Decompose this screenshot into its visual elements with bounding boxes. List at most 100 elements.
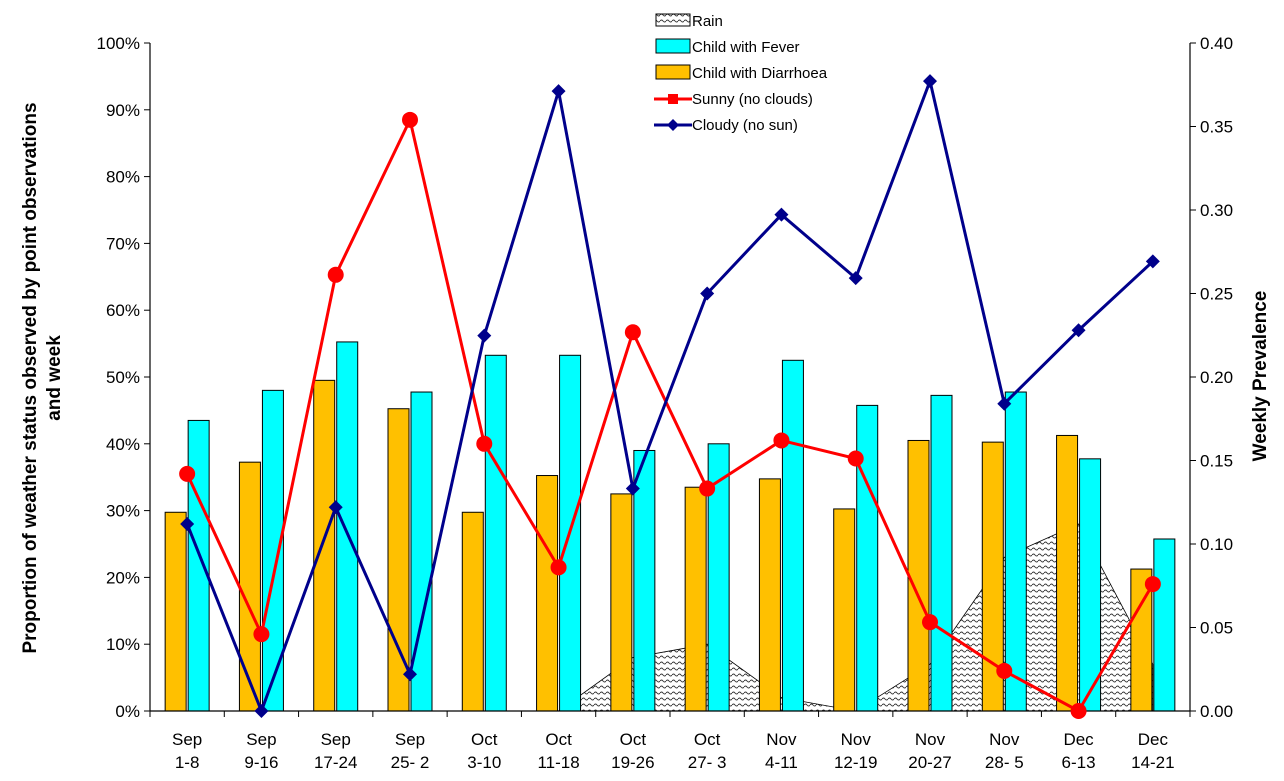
x-tick-label-days: 25- 2 [391,753,430,772]
y-left-tick-label: 0% [115,702,140,721]
bar-diarrhoea [536,475,559,712]
x-tick-label-days: 12-19 [834,753,877,772]
legend-swatch-fever [655,38,691,54]
y-right-tick-label: 0.05 [1200,619,1233,638]
bar-diarrhoea [907,439,930,712]
x-tick-label-month: Sep [172,730,202,749]
bar-fever [781,359,804,712]
legend-label: Child with Diarrhoea [692,65,828,82]
y-right-tick-label: 0.25 [1200,285,1233,304]
x-tick-label-days: 9-16 [244,753,278,772]
y-left-tick-label: 50% [106,368,140,387]
bar-fever [1153,538,1176,712]
y-left-tick-label: 60% [106,301,140,320]
x-tick-label-days: 6-13 [1062,753,1096,772]
bar-fever [930,394,953,712]
y-axis-left-title-line2: and week [44,335,65,421]
bar-fever [856,404,879,712]
sunny-point [922,614,938,631]
sunny-point [179,465,196,482]
cloudy-line [185,75,1154,716]
legend-marker-sunny [668,94,678,104]
y-axis-right-title: Weekly Prevalence [1250,291,1271,462]
x-tick-label-month: Sep [395,730,425,749]
legend-marker-cloudy [667,119,679,131]
legend-label: Rain [692,13,723,30]
x-tick-label-days: 20-27 [908,753,951,772]
cloudy-point [1145,254,1160,269]
x-tick-label-month: Dec [1063,730,1094,749]
legend: Rain Child with Fever Child with Diarrhoea… [654,13,828,134]
y-left-tick-label: 80% [106,168,140,187]
sunny-point [624,324,641,341]
legend-swatch-diarrhoea [655,64,691,80]
bar-diarrhoea [833,508,856,712]
y-right-tick-label: 0.20 [1200,368,1233,387]
x-tick-label-month: Dec [1138,730,1169,749]
sunny-point [1144,576,1161,593]
cloudy-point [254,704,269,718]
x-tick-label-month: Nov [915,730,946,749]
y-right-tick-label: 0.35 [1200,118,1233,137]
y-left-tick-label: 30% [106,502,140,521]
y-axis-left-title-line1: Proportion of weather status observed by… [20,102,41,653]
x-tick-label-month: Oct [620,730,647,749]
x-tick-label-days: 1-8 [175,753,200,772]
bar-diarrhoea [610,493,633,712]
cloudy-point [848,271,863,286]
cloudy-point [328,500,343,515]
legend-label: Sunny (no clouds) [692,91,813,108]
bar-diarrhoea [684,486,707,712]
sunny-point [847,450,864,467]
cloudy-point [551,84,566,99]
sunny-point [327,266,344,283]
axes-layer: 0% 10% 20% 30% 40% 50% 60% 70% 80% 90% 100% 0.00 0.0… [97,34,1234,772]
x-tick-label-month: Oct [694,730,721,749]
bar-diarrhoea [461,511,484,712]
sunny-point [402,111,418,128]
sunny-point [550,559,567,576]
cloudy-point [700,286,715,301]
y-left-tick-label: 90% [106,101,140,120]
bar-diarrhoea [238,461,261,712]
x-tick-label-month: Nov [766,730,797,749]
x-tick-label-days: 27- 3 [688,753,727,772]
cloudy-point [403,667,417,682]
x-tick-label-month: Oct [545,730,572,749]
sunny-point [1070,703,1087,719]
y-left-tick-label: 20% [106,568,140,587]
y-left-tick-label: 70% [106,234,140,253]
cloudy-point [477,328,492,343]
x-tick-label-days: 11-18 [537,753,579,772]
cloudy-point [923,74,937,89]
x-tick-label-days: 14-21 [1131,753,1174,772]
cloudy-point [625,481,640,496]
x-tick-label-month: Oct [471,730,498,749]
sunny-point [996,662,1013,679]
y-right-tick-label: 0.15 [1200,452,1233,471]
legend-label: Cloudy (no sun) [692,117,798,134]
y-right-tick-label: 0.10 [1200,535,1233,554]
x-tick-label-month: Sep [321,730,351,749]
y-right-tick-label: 0.30 [1200,201,1233,220]
cloudy-point [997,396,1012,411]
y-left-tick-label: 100% [97,34,140,53]
x-tick-label-days: 3-10 [467,753,501,772]
bar-fever [336,341,359,712]
bar-diarrhoea [313,379,336,712]
y-left-tick-label: 40% [106,435,140,454]
legend-label: Child with Fever [692,39,800,56]
bar-diarrhoea [164,511,187,712]
bar-diarrhoea [758,478,781,712]
bar-fever [484,354,507,712]
bar-diarrhoea [1056,434,1079,712]
cloudy-point [1071,323,1086,338]
y-right-tick-label: 0.00 [1200,702,1233,721]
x-tick-label-month: Sep [246,730,276,749]
x-tick-label-days: 28- 5 [985,753,1024,772]
cloudy-point [774,207,789,222]
bar-fever [187,419,210,712]
lines-layer [179,74,1161,719]
